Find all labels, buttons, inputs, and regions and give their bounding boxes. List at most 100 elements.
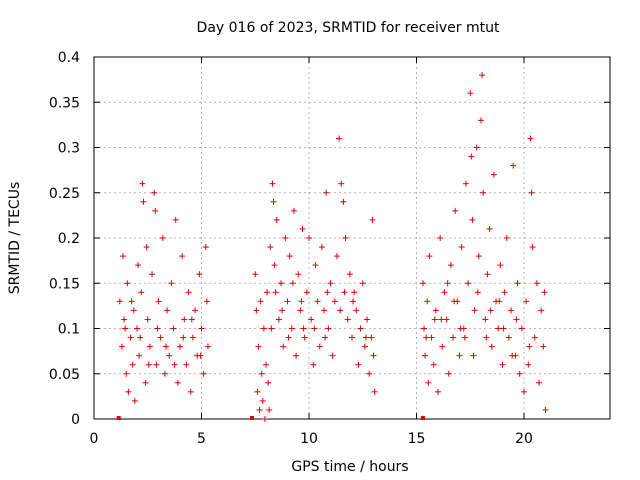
data-point xyxy=(342,235,349,241)
data-point xyxy=(139,180,146,187)
data-point xyxy=(366,370,373,377)
data-point xyxy=(153,361,160,368)
data-point xyxy=(523,298,530,305)
data-point xyxy=(263,361,269,368)
data-point xyxy=(362,334,369,341)
data-point xyxy=(299,225,306,232)
data-point xyxy=(510,162,517,169)
x-tick-label: 15 xyxy=(408,431,426,447)
data-point xyxy=(285,334,292,341)
data-point xyxy=(497,262,504,269)
data-point xyxy=(465,280,472,287)
data-point xyxy=(289,280,296,287)
data-point xyxy=(500,325,507,332)
data-point xyxy=(338,180,345,187)
data-point xyxy=(496,298,503,305)
data-point xyxy=(528,189,535,196)
data-point xyxy=(298,298,305,305)
data-point xyxy=(461,334,468,341)
data-point xyxy=(487,307,494,314)
data-point xyxy=(527,135,534,142)
data-point xyxy=(316,343,323,350)
data-point xyxy=(268,325,275,332)
data-point xyxy=(426,253,433,260)
y-tick-labels: 0 0.05 0.1 0.15 0.2 0.25 0.3 0.35 0.4 xyxy=(49,50,80,428)
data-point xyxy=(188,316,195,323)
data-point xyxy=(130,307,137,314)
data-point xyxy=(265,379,272,386)
data-point xyxy=(171,361,178,368)
data-point xyxy=(351,289,358,296)
data-point xyxy=(282,235,289,241)
data-point xyxy=(471,307,478,314)
data-point xyxy=(488,343,495,350)
data-point xyxy=(310,361,317,368)
data-point xyxy=(297,307,304,314)
data-point xyxy=(137,334,144,341)
data-point xyxy=(438,316,445,323)
data-point xyxy=(161,370,168,377)
data-point xyxy=(445,370,452,377)
data-point xyxy=(300,325,307,332)
data-point xyxy=(439,343,446,350)
x-tick-label: 5 xyxy=(197,431,206,447)
data-point xyxy=(322,334,329,341)
data-point xyxy=(318,244,325,251)
data-point xyxy=(197,352,204,359)
data-point xyxy=(260,325,267,332)
data-point xyxy=(336,135,343,142)
y-tick-label: 0 xyxy=(71,412,80,428)
data-point xyxy=(192,307,199,314)
data-point xyxy=(467,90,474,97)
data-point xyxy=(252,271,259,278)
data-point xyxy=(134,325,140,332)
data-point xyxy=(495,325,502,332)
data-point xyxy=(129,361,136,368)
data-point xyxy=(451,298,458,305)
x-axis-label: GPS time / hours xyxy=(291,459,408,475)
data-point xyxy=(168,280,175,287)
data-point xyxy=(359,280,366,287)
data-point xyxy=(269,180,276,187)
data-point xyxy=(151,189,158,196)
data-point xyxy=(189,334,196,341)
data-point xyxy=(154,325,161,332)
data-point xyxy=(470,352,477,359)
data-point xyxy=(483,334,490,341)
x-tick-labels: 0 5 10 15 20 xyxy=(90,431,533,447)
data-point xyxy=(290,207,297,214)
data-point xyxy=(499,361,506,368)
data-point xyxy=(344,316,351,323)
data-point xyxy=(361,343,368,350)
data-point xyxy=(323,189,330,196)
data-point xyxy=(145,361,152,368)
grid-lines xyxy=(94,57,610,419)
data-point xyxy=(462,180,469,187)
data-point xyxy=(521,388,527,395)
data-point xyxy=(346,271,353,278)
y-tick-label: 0.25 xyxy=(49,186,80,202)
data-point xyxy=(340,198,347,205)
data-point xyxy=(179,253,186,260)
data-point xyxy=(516,370,523,377)
data-point xyxy=(501,289,508,296)
data-point xyxy=(444,280,451,287)
data-point xyxy=(146,343,153,350)
data-point xyxy=(536,379,543,386)
data-point xyxy=(529,244,536,251)
data-point xyxy=(542,406,549,413)
data-point xyxy=(430,361,437,368)
data-point xyxy=(321,307,328,314)
data-point xyxy=(136,352,143,359)
data-point xyxy=(125,388,132,395)
data-point xyxy=(327,280,334,287)
data-point xyxy=(431,316,438,323)
data-point xyxy=(258,370,265,377)
y-tick-label: 0.2 xyxy=(58,231,80,247)
data-point xyxy=(200,370,207,377)
y-tick-label: 0.35 xyxy=(49,95,80,111)
data-point xyxy=(308,316,315,323)
data-point xyxy=(525,361,532,368)
data-point xyxy=(127,334,134,341)
data-point xyxy=(514,280,521,287)
